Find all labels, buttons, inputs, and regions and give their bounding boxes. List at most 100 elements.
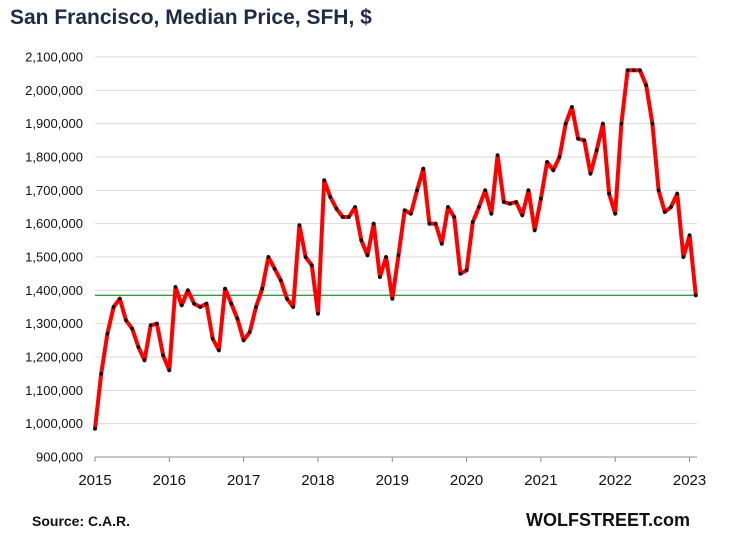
data-point [526,188,531,193]
data-point [278,278,283,283]
data-point [439,241,444,246]
data-point [93,426,97,431]
data-point [217,348,221,353]
data-point [378,275,382,279]
data-point [371,221,376,226]
x-tick-labels: 2015 2016 2017 2018 2019 2020 2021 2022 2023 [78,472,706,489]
data-point [285,296,289,301]
data-point [173,285,178,289]
y-tick-label: 1,400,000 [25,283,83,298]
data-point [148,323,153,328]
data-point [204,301,209,306]
data-point [334,206,339,211]
data-point [570,105,574,109]
data-point [644,83,649,88]
data-point [514,200,519,204]
y-tick-label: 1,200,000 [25,350,83,365]
brand-watermark: WOLFSTREET.com [525,510,690,530]
data-point [545,160,549,164]
x-tick-label: 2021 [524,472,557,489]
x-tick-label: 2018 [301,472,334,489]
source-note: Source: C.A.R. [32,513,131,529]
data-point [520,213,525,218]
data-point [464,268,469,273]
x-tick-label: 2023 [673,472,706,489]
data-point [650,121,655,126]
data-point [309,263,314,268]
data-point [501,200,506,204]
data-point [117,296,122,301]
data-point [272,266,277,271]
y-tick-label: 1,800,000 [25,150,83,165]
data-point [563,121,568,126]
data-point [365,253,370,258]
data-point [390,296,395,301]
data-point [656,188,661,193]
data-point [155,321,159,326]
data-point [446,205,450,209]
x-tick-label: 2017 [227,472,260,489]
x-tick-label: 2022 [599,472,632,489]
series-layer [93,68,698,431]
data-point [681,255,686,259]
data-point [687,233,692,238]
data-point [576,136,580,141]
data-point [192,301,197,306]
y-tick-label: 1,000,000 [25,416,83,431]
data-point [241,338,246,343]
data-point [186,288,190,293]
data-point [322,178,327,183]
data-point [254,305,258,309]
data-point [477,205,481,209]
y-tick-label: 2,000,000 [25,83,83,98]
data-point [427,221,432,226]
data-point [223,286,228,291]
y-tick-label: 2,100,000 [25,50,83,65]
data-point [662,210,667,214]
data-point [619,121,624,126]
data-point [693,293,698,298]
y-tick-label: 1,500,000 [25,250,83,265]
data-point [669,205,673,209]
y-tick-label: 1,700,000 [25,183,83,198]
data-point [198,305,203,309]
data-point [142,358,147,363]
data-point [347,215,351,219]
data-point [495,153,500,158]
data-point [130,326,135,331]
data-point [235,316,240,321]
data-point [167,368,172,373]
data-point [483,188,488,193]
data-point [415,188,419,193]
data-point [105,331,110,336]
data-point [551,168,556,173]
data-point [594,148,599,153]
data-point [396,253,401,258]
data-point [136,345,141,349]
data-point [601,121,605,126]
data-point [210,336,215,341]
data-point [458,271,463,276]
data-point [359,238,364,243]
y-tick-label: 1,300,000 [25,316,83,331]
data-point [161,353,166,358]
data-point [638,68,642,73]
data-point [316,311,320,316]
data-point [297,223,302,228]
data-point [557,155,562,159]
data-point [260,286,265,291]
data-point [607,191,611,196]
data-point [111,305,116,309]
data-point [452,215,457,219]
data-point [179,303,184,308]
y-tick-label: 1,900,000 [25,116,83,131]
data-point [532,228,537,233]
y-tick-labels: 900,000 1,000,000 1,100,000 1,200,000 1,300,… [25,50,83,465]
data-point [291,305,296,309]
y-tick-label: 900,000 [36,450,83,465]
data-point [247,330,252,334]
data-point [613,211,618,216]
data-point [303,255,308,259]
data-point [421,166,426,171]
